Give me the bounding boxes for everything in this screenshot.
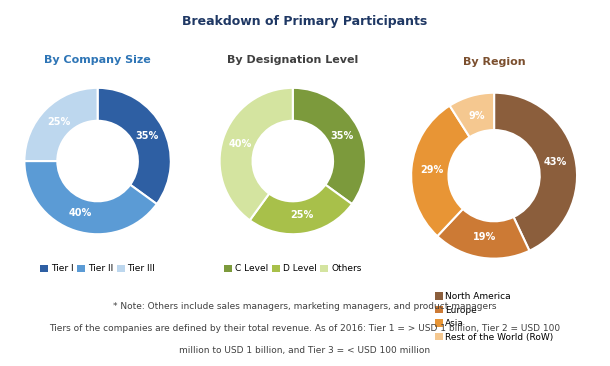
Title: By Company Size: By Company Size: [44, 55, 151, 64]
Title: By Region: By Region: [463, 57, 525, 67]
Text: 40%: 40%: [229, 139, 252, 149]
Text: 9%: 9%: [468, 111, 485, 121]
Text: 40%: 40%: [69, 208, 92, 218]
Wedge shape: [249, 185, 352, 234]
Legend: North America, Europe, Asia, Rest of the World (RoW): North America, Europe, Asia, Rest of the…: [434, 292, 554, 342]
Text: 19%: 19%: [473, 232, 496, 242]
Wedge shape: [24, 161, 157, 234]
Text: 29%: 29%: [420, 165, 444, 175]
Wedge shape: [494, 93, 577, 251]
Legend: C Level, D Level, Others: C Level, D Level, Others: [224, 264, 361, 273]
Text: Tiers of the companies are defined by their total revenue. As of 2016: Tier 1 = : Tiers of the companies are defined by th…: [49, 324, 561, 333]
Title: By Designation Level: By Designation Level: [227, 55, 359, 64]
Text: 25%: 25%: [47, 117, 70, 127]
Text: Breakdown of Primary Participants: Breakdown of Primary Participants: [182, 15, 428, 28]
Wedge shape: [24, 88, 98, 161]
Wedge shape: [293, 88, 366, 204]
Wedge shape: [437, 209, 529, 259]
Text: 35%: 35%: [135, 131, 158, 141]
Wedge shape: [411, 106, 470, 236]
Wedge shape: [450, 93, 494, 137]
Text: * Note: Others include sales managers, marketing managers, and product managers: * Note: Others include sales managers, m…: [113, 302, 497, 311]
Text: 25%: 25%: [290, 210, 313, 220]
Legend: Tier I, Tier II, Tier III: Tier I, Tier II, Tier III: [40, 264, 156, 273]
Text: million to USD 1 billion, and Tier 3 = < USD 100 million: million to USD 1 billion, and Tier 3 = <…: [179, 346, 431, 355]
Text: 43%: 43%: [543, 157, 567, 167]
Wedge shape: [220, 88, 293, 220]
Text: 35%: 35%: [330, 131, 353, 141]
Wedge shape: [98, 88, 171, 204]
